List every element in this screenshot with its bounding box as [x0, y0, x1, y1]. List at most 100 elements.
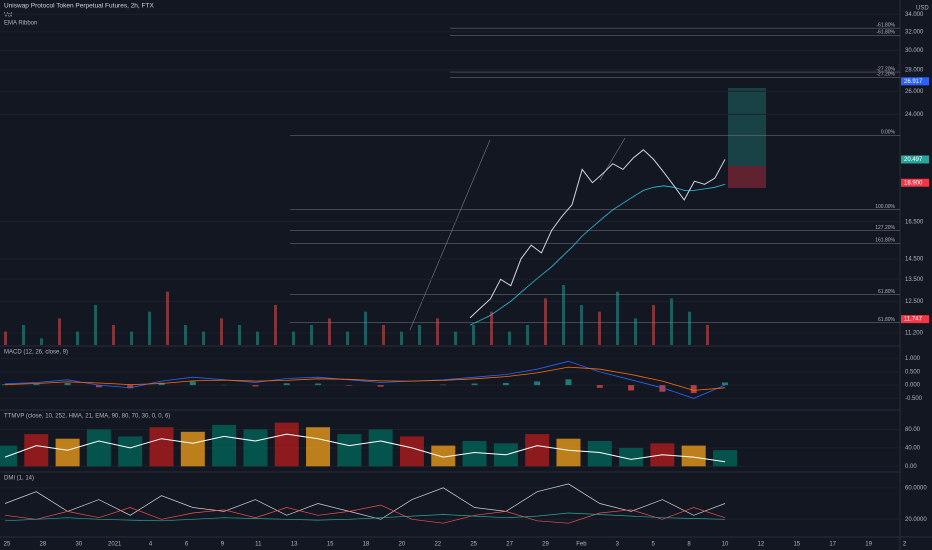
volume-bar: [76, 331, 79, 345]
y-tick-label: 0.00: [905, 464, 917, 470]
volume-bar: [238, 325, 241, 345]
x-tick-label: 15: [793, 542, 800, 548]
fib-label: 127.20%: [875, 225, 895, 231]
long-profit-zone: [728, 88, 766, 166]
trend-line: [599, 137, 626, 181]
fib-label: -27.20%: [876, 66, 895, 72]
volume-bar: [616, 291, 619, 345]
volume-bar: [22, 325, 25, 345]
currency: USD: [916, 6, 929, 12]
y-tick-label: 0.500: [905, 369, 921, 375]
fib-label: -61.80%: [876, 30, 895, 36]
ttm-bar: [243, 429, 268, 467]
volume-bar: [598, 311, 601, 345]
macd-histogram: [95, 385, 102, 388]
y-tick-label: 80.00: [905, 427, 921, 433]
y-tick-label: 1.000: [905, 356, 921, 362]
ttm-bar: [368, 429, 393, 467]
ttm-title: TTMVP (close, 10, 252, HMA, 21, EMA, 90,…: [4, 414, 170, 420]
x-tick-label: 19: [865, 542, 872, 548]
price-tag-label: 26.917: [904, 79, 923, 85]
y-tick-label: 30.000: [905, 48, 924, 54]
volume-bar: [328, 318, 331, 345]
fib-label: -61.80%: [876, 22, 895, 28]
volume-bar: [292, 331, 295, 345]
macd-histogram: [252, 385, 259, 387]
dmi-title: DMI (1, 14): [4, 476, 34, 482]
macd-histogram: [596, 385, 603, 388]
ttm-bar: [681, 445, 706, 467]
ttm-bar: [55, 438, 80, 467]
fib-label: 61.80%: [878, 289, 896, 295]
volume-bar: [166, 291, 169, 345]
y-tick-label: 13.500: [905, 277, 924, 283]
x-tick-label: 11: [255, 542, 262, 548]
y-tick-label: 16.500: [905, 219, 924, 225]
minus-di: [4, 504, 726, 524]
volume-bar: [418, 325, 421, 345]
volume-bar: [130, 331, 133, 345]
y-tick-label: -0.500: [905, 396, 923, 402]
x-tick-label: 28: [40, 542, 47, 548]
macd-histogram: [64, 383, 71, 386]
macd-histogram: [628, 385, 635, 391]
volume-bar: [400, 331, 403, 345]
y-tick-label: 32.000: [905, 29, 924, 35]
x-tick-label: 30: [75, 542, 82, 548]
volume-bar: [364, 311, 367, 345]
volume-bar: [220, 318, 223, 345]
ttm-line: [4, 433, 726, 463]
y-tick-label: 12.500: [905, 299, 924, 305]
x-tick-label: 8: [687, 542, 691, 548]
macd-histogram: [315, 383, 322, 386]
x-tick-label: 18: [363, 542, 370, 548]
x-tick-label: 29: [542, 542, 549, 548]
ttm-bar: [306, 427, 331, 467]
y-tick-label: 34.000: [905, 12, 924, 18]
volume-bar: [274, 305, 277, 345]
macd-histogram: [534, 381, 541, 386]
macd-histogram: [158, 382, 165, 386]
y-tick-label: 14.500: [905, 256, 924, 262]
price-tag-label: 11.747: [904, 317, 923, 323]
vol-label: Vol: [4, 13, 12, 19]
macd-histogram: [33, 384, 40, 386]
x-tick-label: 20: [399, 542, 406, 548]
y-tick-label: 20.0000: [905, 517, 927, 523]
volume-bar: [526, 325, 529, 345]
macd-histogram: [127, 385, 134, 389]
fib-label: 61.80%: [878, 317, 896, 323]
x-tick-label: 25: [4, 542, 11, 548]
macd-histogram: [2, 384, 8, 386]
ttm-bar: [556, 438, 581, 467]
volume-bar: [706, 325, 709, 345]
macd-histogram: [377, 385, 384, 387]
volume-bar: [184, 325, 187, 345]
ema-line: [469, 183, 726, 326]
fib-label: 161.80%: [875, 238, 895, 244]
y-tick-label: 40.00: [905, 445, 921, 451]
x-tick-label: 17: [829, 542, 836, 548]
volume-bar: [544, 298, 547, 345]
volume-bar: [256, 331, 259, 345]
y-tick-label: 60.0000: [905, 485, 927, 491]
macd-histogram: [440, 384, 447, 386]
volume-bar: [634, 318, 637, 345]
price-tag: [901, 77, 929, 86]
volume-bar: [58, 318, 61, 345]
x-tick-label: 5: [652, 542, 656, 548]
trend-line: [409, 139, 491, 331]
ttm-bar: [212, 424, 237, 467]
volume-bar: [148, 311, 151, 345]
adx: [4, 512, 726, 522]
volume-bar: [112, 325, 115, 345]
x-tick-label: Feb: [576, 542, 587, 548]
volume-bar: [310, 325, 313, 345]
price-tag-label: 20.497: [904, 157, 923, 163]
fib-label: 100.00%: [875, 204, 895, 210]
x-tick-label: 3: [616, 542, 620, 548]
macd-histogram: [659, 385, 666, 392]
y-tick-label: 26.000: [905, 89, 924, 95]
title: Uniswap Protocol Token Perpetual Futures…: [4, 3, 154, 10]
